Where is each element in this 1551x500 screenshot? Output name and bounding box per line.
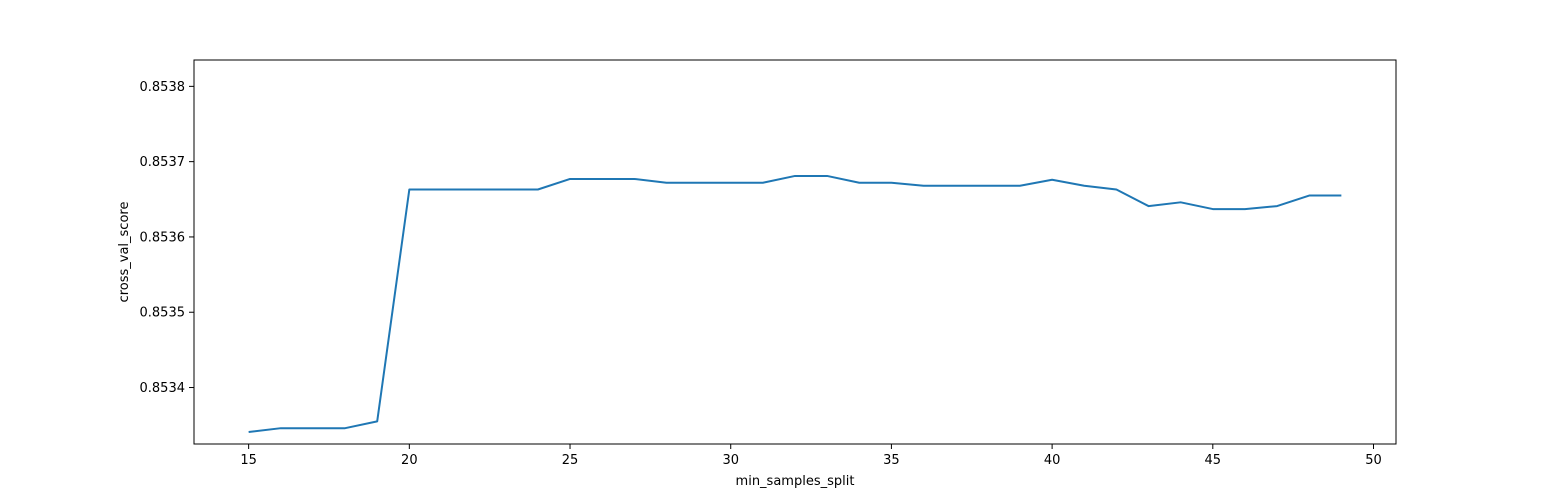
plot-area-frame <box>193 59 1397 445</box>
data-point <box>537 189 539 191</box>
data-point <box>955 185 957 187</box>
data-point <box>826 175 828 177</box>
data-point <box>890 182 892 184</box>
y-axis-label: cross_val_score <box>117 202 132 303</box>
x-tick-label: 40 <box>1044 453 1061 468</box>
x-tick-label: 35 <box>883 453 900 468</box>
data-point <box>473 189 475 191</box>
data-point <box>1180 201 1182 203</box>
data-point <box>376 420 378 422</box>
data-point <box>698 182 700 184</box>
y-tick-label: 0.8535 <box>140 306 186 321</box>
data-point <box>505 189 507 191</box>
y-tick-label: 0.8537 <box>140 155 186 170</box>
series-line-0 <box>248 174 1342 433</box>
data-point <box>1212 208 1214 210</box>
data-point <box>665 182 667 184</box>
x-tick-label: 45 <box>1205 453 1222 468</box>
data-point <box>794 175 796 177</box>
x-tick-label: 30 <box>722 453 739 468</box>
y-tick-label: 0.8534 <box>140 381 186 396</box>
data-point <box>248 431 250 433</box>
data-point <box>1019 185 1021 187</box>
data-point <box>987 185 989 187</box>
x-axis-label: min_samples_split <box>736 474 855 489</box>
data-point <box>1276 205 1278 207</box>
data-point <box>1051 179 1053 181</box>
data-point <box>730 182 732 184</box>
data-point <box>1244 208 1246 210</box>
x-tick-label: 25 <box>562 453 579 468</box>
data-point <box>312 427 314 429</box>
data-point <box>408 189 410 191</box>
data-point <box>569 178 571 180</box>
data-point <box>1308 195 1310 197</box>
data-point <box>1115 189 1117 191</box>
data-point <box>1340 195 1342 197</box>
data-point <box>344 427 346 429</box>
y-tick-label: 0.8538 <box>140 80 186 95</box>
y-tick-label: 0.8536 <box>140 230 186 245</box>
data-point <box>440 189 442 191</box>
data-point <box>858 182 860 184</box>
data-point <box>1148 205 1150 207</box>
x-tick-label: 50 <box>1365 453 1382 468</box>
data-point <box>762 182 764 184</box>
x-tick-label: 20 <box>401 453 418 468</box>
data-point <box>1083 185 1085 187</box>
data-point <box>633 178 635 180</box>
data-point <box>923 185 925 187</box>
data-point <box>280 427 282 429</box>
x-tick-label: 15 <box>240 453 257 468</box>
data-point <box>601 178 603 180</box>
